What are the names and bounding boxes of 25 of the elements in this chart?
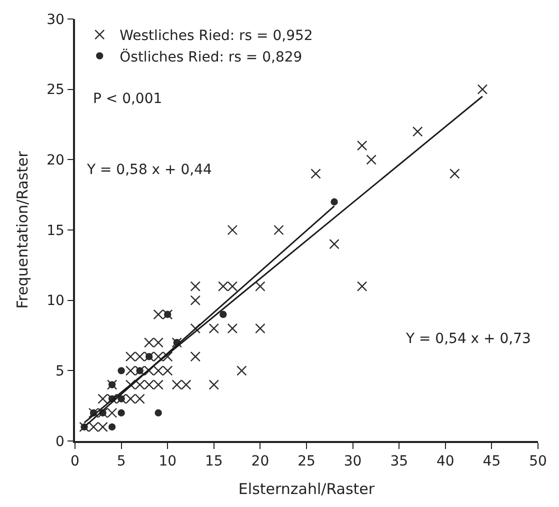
- x-tick-label: 20: [251, 454, 270, 470]
- x-tick-label: 35: [390, 454, 408, 470]
- y-tick-label: 0: [56, 434, 64, 450]
- y-tick-label: 5: [56, 364, 64, 380]
- x-tick-label: 10: [158, 454, 177, 470]
- y-tick-label: 30: [46, 12, 64, 28]
- x-tick-label: 25: [298, 454, 316, 470]
- annotation: Y = 0,58 x + 0,44: [86, 162, 212, 178]
- annotation: P < 0,001: [93, 91, 162, 107]
- y-tick-label: 10: [46, 293, 64, 310]
- x-tick-label: 15: [204, 454, 223, 470]
- x-tick-label: 30: [344, 454, 362, 470]
- x-tick-label: 0: [70, 454, 80, 470]
- y-tick-label: 20: [46, 152, 64, 169]
- annotation: Y = 0,54 x + 0,73: [405, 331, 531, 347]
- x-tick-label: 40: [436, 454, 454, 470]
- y-tick-label: 25: [46, 82, 64, 98]
- legend-label: Westliches Ried: rs = 0,952: [120, 28, 313, 44]
- y-tick-label: 15: [46, 222, 64, 239]
- legend-label: Östliches Ried: rs = 0,829: [120, 48, 302, 66]
- y-axis-title: Frequentation/Raster: [13, 150, 32, 309]
- x-tick-label: 5: [116, 454, 126, 470]
- x-axis-title: Elsternzahl/Raster: [238, 480, 376, 498]
- x-tick-label: 45: [482, 454, 501, 470]
- x-tick-label: 50: [529, 454, 547, 470]
